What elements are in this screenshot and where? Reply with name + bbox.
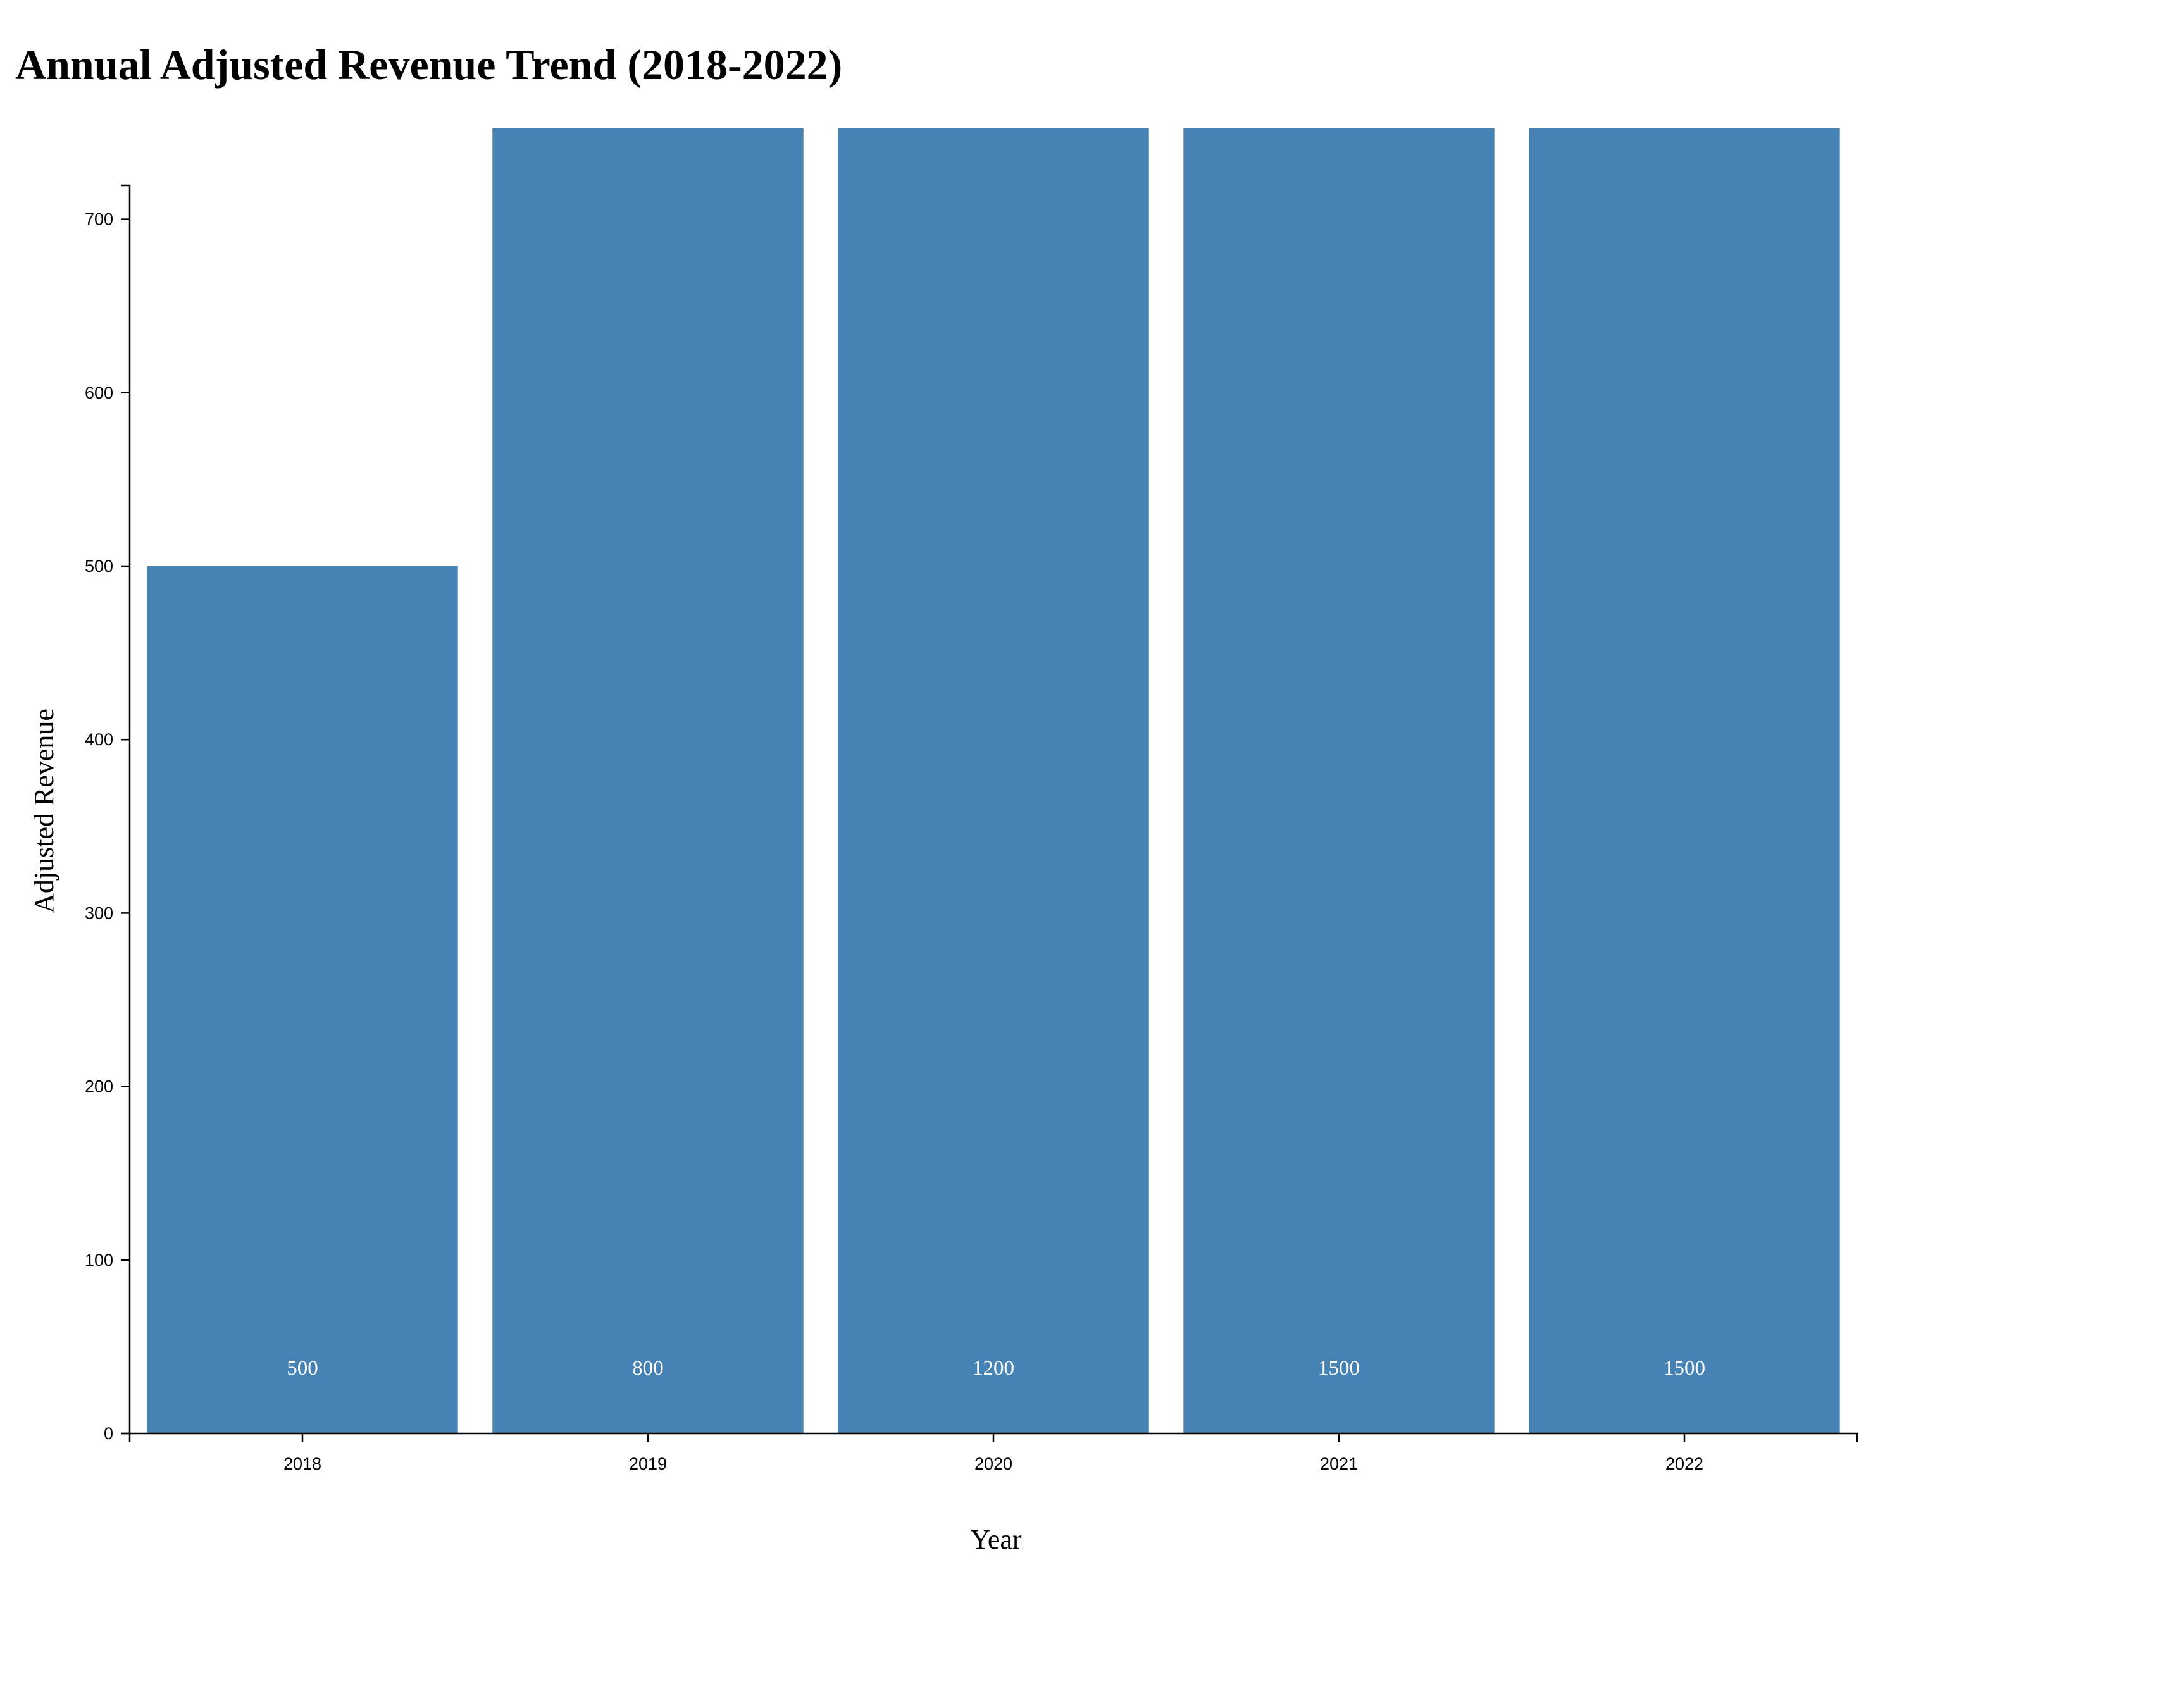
x-tick-label-2021: 2021 bbox=[1320, 1454, 1358, 1473]
x-tick-label-2022: 2022 bbox=[1665, 1454, 1703, 1473]
y-tick-label-200: 200 bbox=[85, 1077, 113, 1096]
y-tick-label-0: 0 bbox=[104, 1424, 113, 1443]
data-label-2019: 800 bbox=[632, 1357, 664, 1380]
bar-2019 bbox=[492, 128, 804, 1433]
y-tick-label-300: 300 bbox=[85, 903, 113, 922]
chart-title: Annual Adjusted Revenue Trend (2018-2022… bbox=[15, 40, 842, 89]
data-label-2018: 500 bbox=[287, 1357, 318, 1380]
y-tick-label-400: 400 bbox=[85, 730, 113, 749]
data-label-2022: 1500 bbox=[1663, 1357, 1705, 1380]
x-axis: 2018 2019 2020 2021 2022 bbox=[128, 1432, 1858, 1473]
data-label-2020: 1200 bbox=[973, 1357, 1014, 1380]
bar-2022 bbox=[1529, 128, 1840, 1433]
bar-2018 bbox=[147, 566, 458, 1433]
data-label-2021: 1500 bbox=[1318, 1357, 1360, 1380]
x-axis-label: Year bbox=[970, 1524, 1021, 1555]
x-tick-label-2018: 2018 bbox=[283, 1454, 321, 1473]
x-tick-label-2019: 2019 bbox=[629, 1454, 667, 1473]
x-tick-label-2020: 2020 bbox=[974, 1454, 1012, 1473]
y-tick-label-100: 100 bbox=[85, 1251, 113, 1270]
bars bbox=[147, 128, 1840, 1433]
bar-2021 bbox=[1183, 128, 1495, 1433]
bar-2020 bbox=[838, 128, 1149, 1433]
y-tick-label-500: 500 bbox=[85, 557, 113, 576]
y-axis-line bbox=[121, 184, 131, 1435]
data-labels: 500 800 1200 1500 1500 bbox=[287, 1357, 1705, 1380]
y-axis: 0 100 200 300 400 500 600 700 bbox=[85, 184, 131, 1443]
y-tick-label-700: 700 bbox=[85, 210, 113, 229]
y-tick-label-600: 600 bbox=[85, 383, 113, 402]
y-axis-label: Adjusted Revenue bbox=[28, 709, 59, 913]
